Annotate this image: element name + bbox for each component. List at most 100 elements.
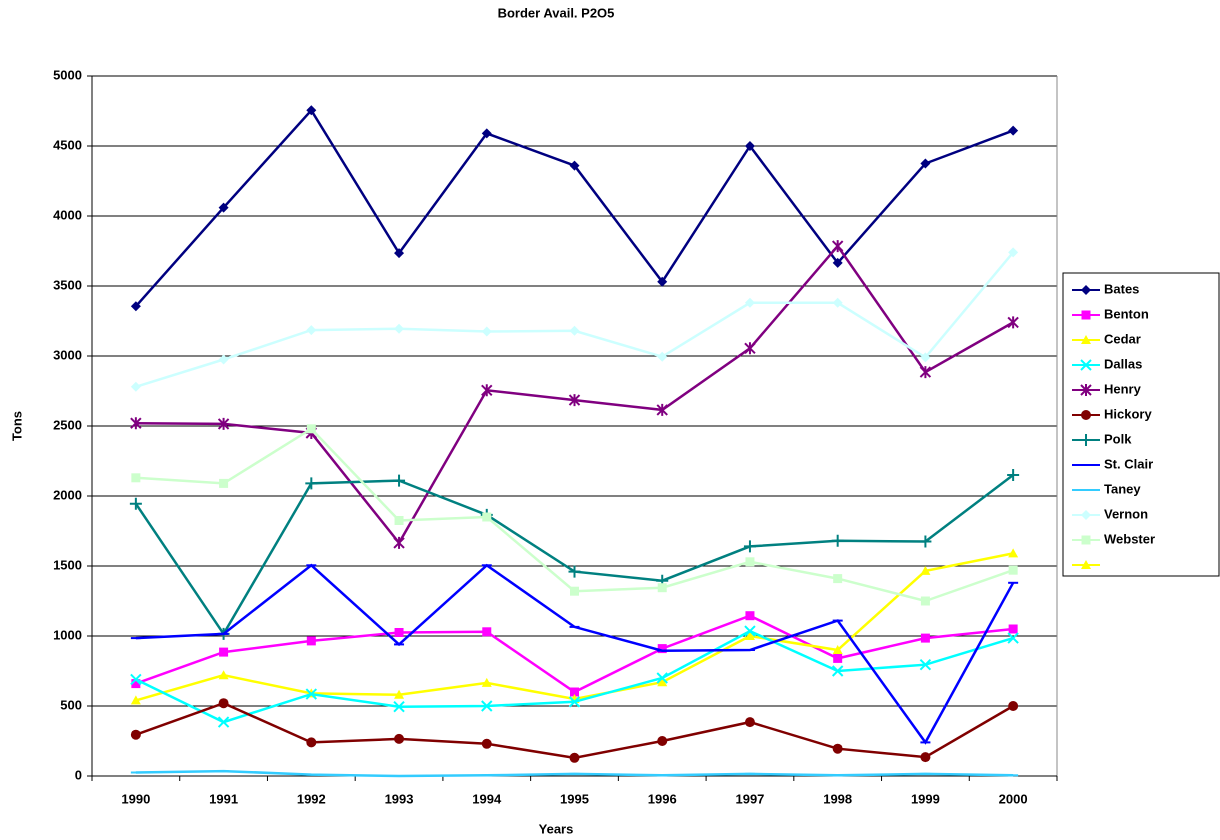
series [130,247,1019,392]
series-line [135,251,1015,388]
data-point [130,695,141,705]
data-point [482,512,492,522]
series [130,625,1019,728]
data-point [129,497,142,510]
series-line [135,629,1014,724]
x-tick-label: 1992 [297,791,326,806]
data-point [306,737,317,748]
x-tick-label: 1994 [472,791,502,806]
series-line [134,108,1014,308]
data-point [394,689,405,699]
legend-marker [1080,384,1092,396]
x-tick-label: 1998 [823,791,852,806]
data-point [217,716,230,728]
legend-marker [1081,510,1091,520]
data-point [833,574,843,584]
data-point [1008,701,1019,711]
x-axis-label: Years [539,821,574,836]
data-point [657,276,668,287]
data-point [217,417,230,430]
data-point [481,738,492,749]
data-point [393,700,405,713]
y-tick-label: 500 [60,697,82,712]
data-point [131,473,141,483]
data-point [306,636,316,646]
data-point [920,596,930,606]
y-tick-label: 3500 [53,277,82,292]
data-point [218,698,229,709]
data-point [482,627,492,637]
data-point [744,717,755,728]
data-point [1008,565,1018,575]
data-point [130,673,142,686]
y-axis-label: Tons [9,411,24,441]
series [130,698,1019,763]
data-point [481,128,492,139]
data-point [481,384,493,397]
data-point [305,688,318,700]
data-point [832,257,843,268]
data-point [219,647,229,657]
data-point [743,540,756,553]
data-point [833,653,843,663]
data-point [831,240,844,253]
data-point [218,354,229,365]
data-point [393,474,406,487]
data-point [393,536,405,549]
legend-label: Henry [1104,381,1142,396]
series [130,563,1019,745]
data-point [306,105,317,116]
legend-marker [1081,310,1091,320]
x-tick-label: 2000 [999,791,1028,806]
x-tick-label: 1996 [648,791,677,806]
x-tick-label: 1991 [209,791,238,806]
legend-label: Cedar [1104,331,1141,346]
data-point [481,326,492,337]
data-point [745,557,755,567]
data-point [306,325,317,336]
data-point [920,565,931,575]
legend-marker [1081,410,1091,420]
data-point [1008,247,1019,258]
data-point [744,297,755,308]
data-point [130,301,141,312]
legend-label: Bates [1104,281,1139,296]
data-point [305,477,318,490]
legend-label: Vernon [1104,506,1148,521]
data-point [744,342,756,355]
data-point [306,424,316,434]
data-point [1008,125,1019,136]
series [130,240,1019,549]
legend-label: Dallas [1104,356,1142,371]
data-point [569,160,580,171]
data-point [744,141,755,151]
series [131,424,1018,606]
x-tick-label: 1997 [735,791,764,806]
data-point [657,351,668,362]
chart-title: Border Avail. P2O5 [498,5,615,20]
series [130,548,1019,705]
data-point [568,394,581,407]
y-tick-label: 4000 [53,207,82,222]
legend-label: Webster [1104,531,1155,546]
data-point [569,752,580,763]
data-point [394,516,404,525]
y-tick-label: 5000 [53,67,82,82]
data-point [920,752,931,763]
y-tick-label: 3000 [53,347,82,362]
series-line [135,701,1014,760]
data-point [919,535,932,548]
data-point [1007,316,1019,329]
data-point [919,658,932,671]
data-point [744,631,755,640]
legend-label: Benton [1104,306,1149,321]
series [130,769,1019,778]
data-point [832,645,843,654]
data-point [569,325,580,336]
x-tick-label: 1993 [385,791,414,806]
data-point [656,672,668,684]
data-point [744,625,756,637]
data-point [657,677,668,687]
legend-label: Taney [1104,481,1141,496]
